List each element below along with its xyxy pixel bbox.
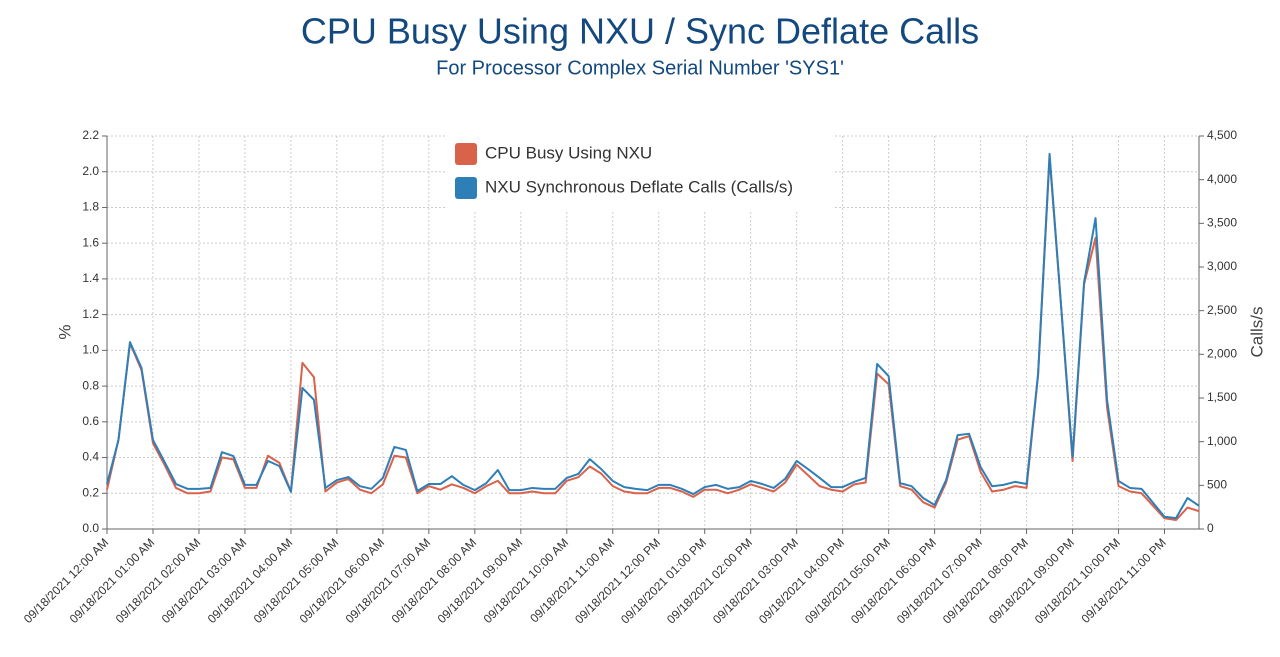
x-tick-label: 09/18/2021 06:00 AM — [297, 535, 388, 626]
y2-tick-label: 1,500 — [1207, 390, 1237, 404]
y-tick-label: 0.6 — [82, 414, 99, 428]
legend-label: NXU Synchronous Deflate Calls (Calls/s) — [485, 177, 793, 196]
x-tick-label: 09/18/2021 09:00 PM — [986, 535, 1077, 626]
y-tick-label: 1.6 — [82, 235, 99, 249]
y2-tick-label: 4,000 — [1207, 172, 1237, 186]
y-tick-label: 1.8 — [82, 200, 99, 214]
x-tick-label: 09/18/2021 07:00 PM — [894, 535, 985, 626]
y2-tick-label: 3,000 — [1207, 259, 1237, 273]
x-tick-label: 09/18/2021 12:00 AM — [21, 535, 112, 626]
x-tick-label: 09/18/2021 11:00 PM — [1078, 535, 1168, 625]
y-tick-label: 0.4 — [82, 450, 99, 464]
y2-tick-label: 1,000 — [1207, 434, 1237, 448]
legend-swatch — [455, 143, 477, 165]
y-tick-label: 2.2 — [82, 128, 99, 142]
legend-swatch — [455, 177, 477, 199]
series-line — [106, 156, 1200, 522]
y2-tick-label: 3,500 — [1207, 216, 1237, 230]
x-tick-label: 09/18/2021 04:00 AM — [205, 535, 296, 626]
y2-axis-label: Calls/s — [1247, 306, 1266, 357]
legend-box — [445, 130, 835, 210]
chart-subtitle: For Processor Complex Serial Number 'SYS… — [436, 57, 844, 79]
x-tick-label: 09/18/2021 06:00 PM — [848, 535, 939, 626]
x-tick-label: 09/18/2021 11:00 AM — [527, 535, 617, 625]
x-tick-label: 09/18/2021 10:00 PM — [1032, 535, 1123, 626]
x-tick-label: 09/18/2021 07:00 AM — [343, 535, 434, 626]
y2-tick-label: 500 — [1207, 478, 1227, 492]
x-tick-label: 09/18/2021 03:00 PM — [710, 535, 801, 626]
x-tick-label: 09/18/2021 01:00 PM — [618, 535, 709, 626]
y2-tick-label: 2,500 — [1207, 303, 1237, 317]
y-tick-label: 0.2 — [82, 485, 99, 499]
x-tick-label: 09/18/2021 01:00 AM — [67, 535, 158, 626]
chart-title: CPU Busy Using NXU / Sync Deflate Calls — [301, 11, 979, 52]
y2-tick-label: 2,000 — [1207, 347, 1237, 361]
x-tick-label: 09/18/2021 05:00 PM — [802, 535, 893, 626]
x-tick-label: 09/18/2021 04:00 PM — [756, 535, 847, 626]
x-tick-label: 09/18/2021 09:00 AM — [435, 535, 526, 626]
x-tick-label: 09/18/2021 02:00 PM — [664, 535, 755, 626]
x-tick-label: 09/18/2021 08:00 AM — [389, 535, 480, 626]
y-tick-label: 2.0 — [82, 164, 99, 178]
legend-label: CPU Busy Using NXU — [485, 143, 652, 162]
y2-tick-label: 4,500 — [1207, 128, 1237, 142]
y-tick-label: 1.2 — [82, 307, 99, 321]
y-tick-label: 0.0 — [82, 521, 99, 535]
x-tick-label: 09/18/2021 10:00 AM — [481, 535, 572, 626]
y-tick-label: 0.8 — [82, 378, 99, 392]
x-tick-label: 09/18/2021 05:00 AM — [251, 535, 342, 626]
x-tick-label: 09/18/2021 08:00 PM — [940, 535, 1031, 626]
y-tick-label: 1.0 — [82, 343, 99, 357]
x-tick-label: 09/18/2021 02:00 AM — [113, 535, 204, 626]
x-tick-label: 09/18/2021 03:00 AM — [159, 535, 250, 626]
series-line — [106, 152, 1200, 520]
x-tick-label: 09/18/2021 12:00 PM — [572, 535, 663, 626]
y2-tick-label: 0 — [1207, 521, 1214, 535]
y-tick-label: 1.4 — [82, 271, 99, 285]
y-axis-label: % — [55, 324, 74, 339]
